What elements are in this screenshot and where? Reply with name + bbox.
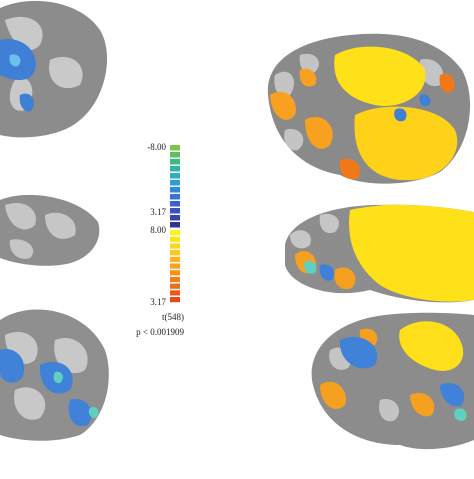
- colorbar-swatch: [170, 152, 180, 158]
- colorbar-swatch: [170, 180, 180, 186]
- colorbar-swatch: [170, 145, 180, 151]
- colorbar-swatch: [170, 215, 180, 221]
- colorbar-swatch: [170, 187, 180, 193]
- colorbar-swatch: [170, 230, 180, 236]
- stat-label: t(548): [162, 312, 184, 322]
- colorbar-swatch: [170, 194, 180, 200]
- colorbar-swatch: [170, 256, 180, 262]
- colorbar-negative: [170, 145, 180, 228]
- colorbar-positive: [170, 230, 180, 303]
- colorbar-label: 8.00: [150, 225, 166, 235]
- brain-left-bottom: [0, 309, 109, 441]
- colorbar-swatch: [170, 243, 180, 249]
- colorbar-swatch: [170, 283, 180, 289]
- colorbar-label: -8.00: [147, 142, 166, 152]
- brain-left-middle: [0, 194, 100, 266]
- colorbar-swatch: [170, 166, 180, 172]
- colorbar-swatch: [170, 290, 180, 296]
- colorbar-swatch: [170, 159, 180, 165]
- colorbar-swatch: [170, 173, 180, 179]
- brain-right-top: [267, 33, 471, 184]
- brain-left-top: [0, 0, 108, 138]
- colorbar-swatch: [170, 270, 180, 276]
- colorbar-swatch: [170, 208, 180, 214]
- colorbar-swatch: [170, 222, 180, 228]
- threshold-label: p < 0.001909: [136, 327, 184, 337]
- colorbar-swatch: [170, 263, 180, 269]
- colorbar-swatch: [170, 250, 180, 256]
- brain-right-bottom: [311, 312, 474, 450]
- colorbar-swatch: [170, 297, 180, 303]
- colorbar-label: 3.17: [150, 207, 166, 217]
- colorbar-swatch: [170, 276, 180, 283]
- colorbar-swatch: [170, 201, 180, 207]
- colorbar-swatch: [170, 236, 180, 242]
- brain-right-middle: [285, 204, 474, 303]
- colorbar-label: 3.17: [150, 297, 166, 307]
